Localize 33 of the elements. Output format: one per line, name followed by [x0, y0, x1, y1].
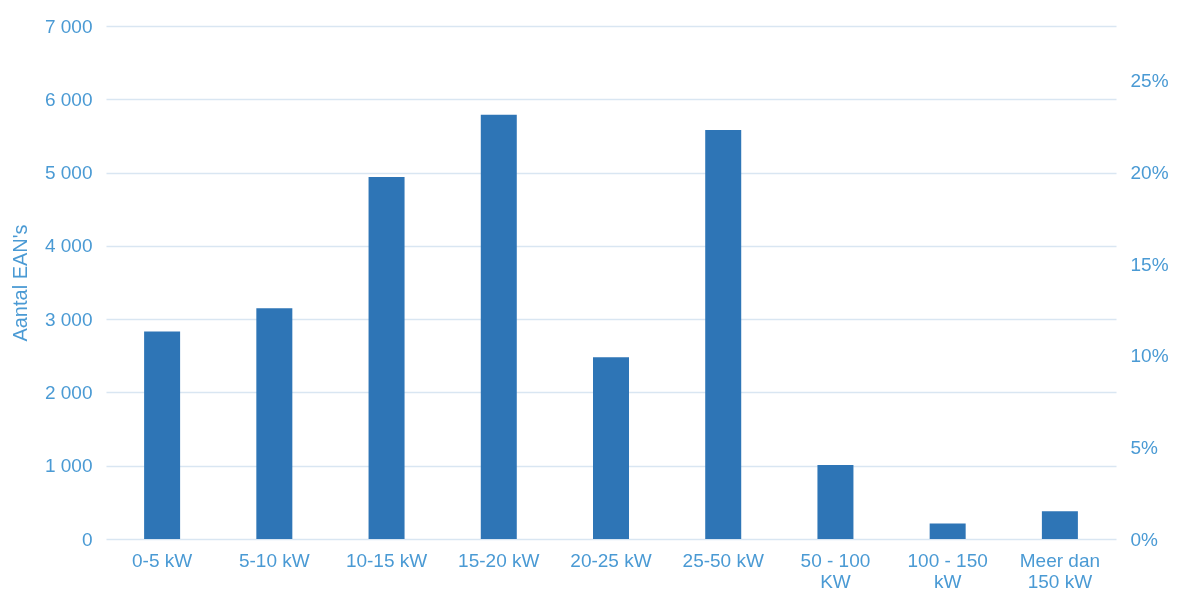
- x-tick-label: 20-25 kW: [570, 549, 652, 571]
- y-tick-label: 6 000: [44, 88, 93, 110]
- y2-tick-label: 20%: [1130, 162, 1169, 184]
- y-tick-label: 3 000: [44, 308, 93, 330]
- bar: [705, 130, 742, 539]
- y-tick-label: 0: [81, 528, 93, 550]
- y2-tick-label: 15%: [1130, 253, 1169, 275]
- x-tick-label: Meer dan 150 kW: [1019, 549, 1101, 592]
- x-tick-label: 50 - 100 KW: [800, 549, 871, 592]
- y-tick-label: 7 000: [44, 15, 93, 37]
- y2-tick-label: 25%: [1130, 70, 1169, 92]
- y-tick-label: 2 000: [44, 381, 93, 403]
- x-tick-label: 25-50 kW: [682, 549, 764, 571]
- x-tick-label: 15-20 kW: [458, 549, 540, 571]
- bar: [256, 308, 293, 539]
- x-tick-label: 100 - 150 kW: [907, 549, 988, 592]
- bar: [1041, 511, 1078, 539]
- y2-tick-label: 0%: [1130, 528, 1159, 550]
- bar: [144, 331, 181, 539]
- bar: [368, 176, 405, 539]
- y2-tick-label: 5%: [1130, 436, 1159, 458]
- y-tick-label: 4 000: [44, 235, 93, 257]
- bar: [593, 357, 629, 539]
- x-tick-label: 10-15 kW: [345, 549, 428, 571]
- bar: [929, 523, 966, 539]
- y-tick-label: 1 000: [44, 455, 93, 477]
- y-axis-title: Aantal EAN's: [8, 224, 31, 342]
- x-tick-label: 0-5 kW: [132, 549, 193, 571]
- y-tick-label: 5 000: [44, 162, 93, 184]
- bar: [817, 464, 854, 539]
- bar: [480, 114, 517, 539]
- y2-tick-label: 10%: [1130, 345, 1169, 367]
- x-tick-label: 5-10 kW: [238, 549, 310, 571]
